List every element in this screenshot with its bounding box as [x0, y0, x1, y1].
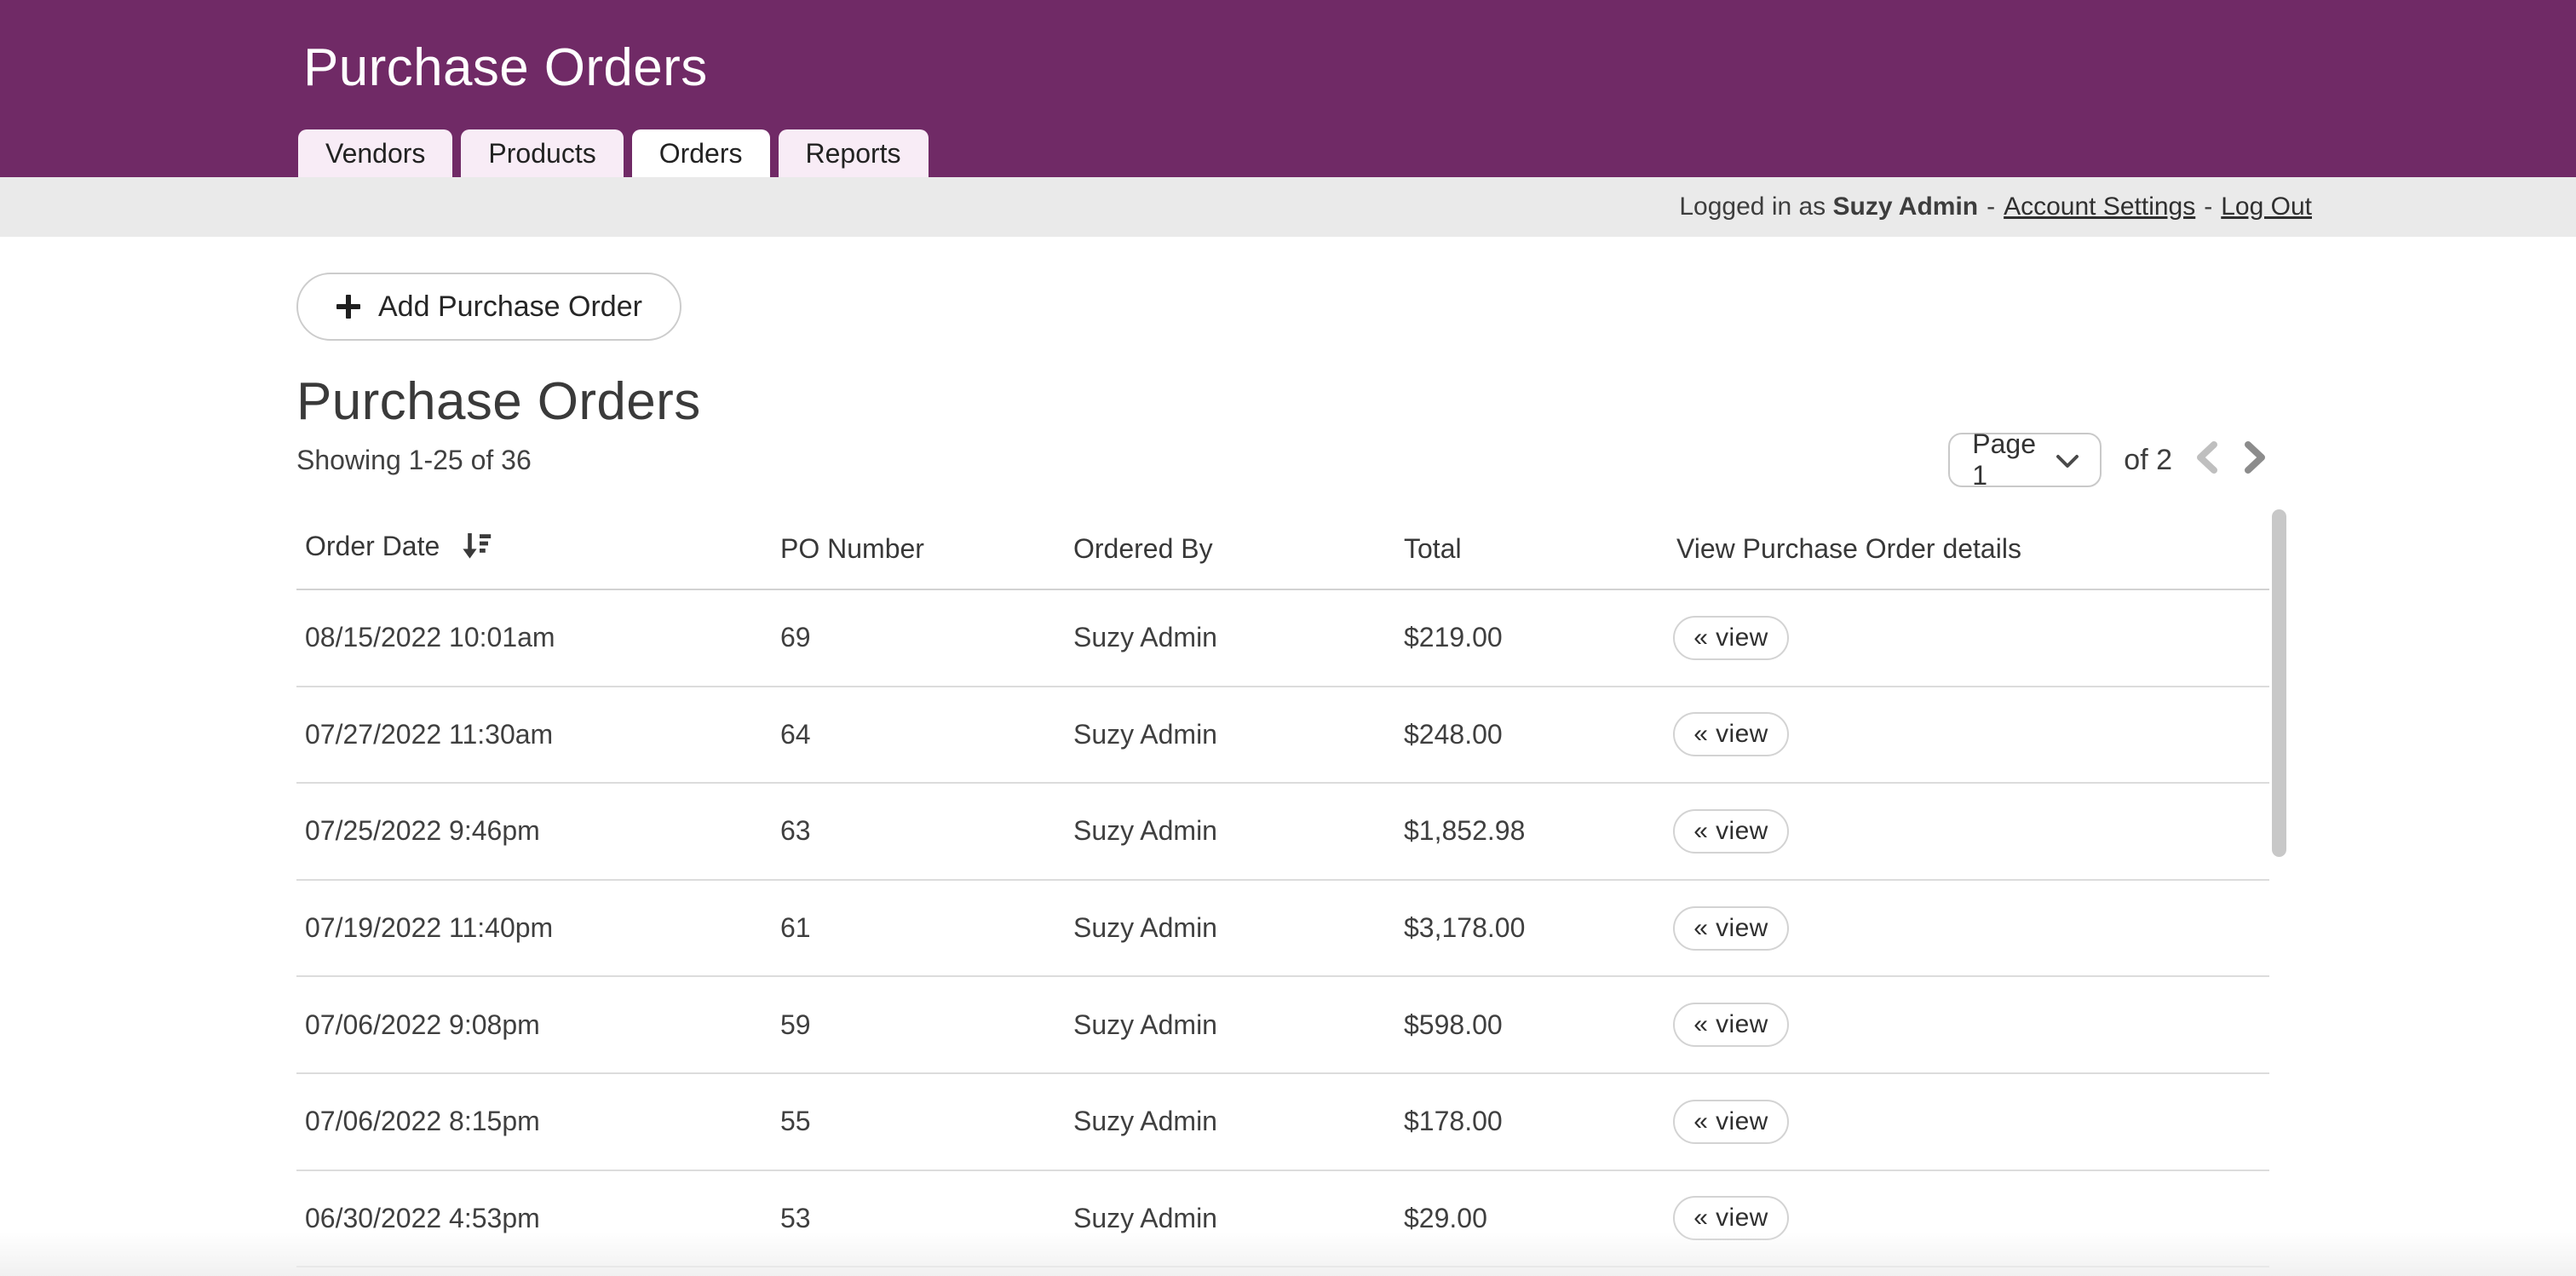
ordered-by-cell: Suzy Admin: [1065, 1170, 1395, 1268]
view-cell: « view: [1668, 976, 2269, 1074]
total-cell: $219.00: [1395, 589, 1668, 687]
table-row: 07/19/2022 11:40pm 61 Suzy Admin $3,178.…: [296, 879, 2269, 978]
session-user: Suzy Admin: [1832, 193, 1979, 221]
page-select-value: Page 1: [1972, 428, 2037, 491]
column-header-view-details: View Purchase Order details: [1668, 509, 2269, 590]
table-row: 08/15/2022 10:01am 69 Suzy Admin $219.00…: [296, 589, 2269, 687]
total-cell: $3,178.00: [1395, 879, 1668, 978]
order-date-cell: 07/06/2022 8:15pm: [296, 1072, 772, 1171]
log-out-link[interactable]: Log Out: [2221, 193, 2312, 221]
orders-table-container: Order Date PO Number Ordered By Tota: [296, 509, 2286, 1268]
view-cell: « view: [1668, 1170, 2269, 1268]
order-date-cell: 07/19/2022 11:40pm: [296, 879, 772, 978]
column-header-order-date[interactable]: Order Date: [296, 509, 772, 590]
chevron-down-icon: [2056, 445, 2079, 476]
pagination: Page 1 of 2: [1948, 428, 2286, 491]
chevron-right-icon: [2242, 440, 2268, 480]
orders-table-body: 08/15/2022 10:01am 69 Suzy Admin $219.00…: [296, 589, 2269, 1268]
order-date-cell: 08/15/2022 10:01am: [296, 589, 772, 687]
view-cell: « view: [1668, 686, 2269, 785]
view-cell: « view: [1668, 783, 2269, 881]
po-number-cell: 64: [772, 686, 1065, 785]
table-row: 06/30/2022 4:53pm 53 Suzy Admin $29.00 «…: [296, 1170, 2269, 1268]
order-date-cell: 06/30/2022 4:53pm: [296, 1170, 772, 1268]
account-settings-link[interactable]: Account Settings: [2004, 193, 2196, 221]
view-cell: « view: [1668, 879, 2269, 978]
total-cell: $248.00: [1395, 686, 1668, 785]
view-button[interactable]: « view: [1673, 712, 1789, 757]
app-title: Purchase Orders: [303, 38, 708, 97]
total-cell: $29.00: [1395, 1170, 1668, 1268]
page-select[interactable]: Page 1: [1948, 428, 2102, 491]
tab-orders[interactable]: Orders: [631, 129, 770, 177]
app-header: Purchase Orders Vendors Products Orders …: [0, 0, 2576, 177]
total-cell: $178.00: [1395, 1072, 1668, 1171]
po-number-cell: 59: [772, 976, 1065, 1074]
showing-count: Showing 1-25 of 36: [296, 444, 532, 475]
sort-descending-icon[interactable]: [455, 533, 492, 566]
table-row: 07/06/2022 8:15pm 55 Suzy Admin $178.00 …: [296, 1072, 2269, 1171]
table-row: 07/25/2022 9:46pm 63 Suzy Admin $1,852.9…: [296, 783, 2269, 881]
order-date-cell: 07/06/2022 9:08pm: [296, 976, 772, 1074]
view-cell: « view: [1668, 589, 2269, 687]
tab-reports[interactable]: Reports: [778, 129, 929, 177]
ordered-by-cell: Suzy Admin: [1065, 879, 1395, 978]
total-cell: $598.00: [1395, 976, 1668, 1074]
column-header-ordered-by: Ordered By: [1065, 509, 1395, 590]
plus-icon: [336, 294, 361, 319]
view-button[interactable]: « view: [1673, 1196, 1789, 1241]
column-header-total: Total: [1395, 509, 1668, 590]
table-row: 07/06/2022 9:08pm 59 Suzy Admin $598.00 …: [296, 976, 2269, 1074]
tab-vendors[interactable]: Vendors: [298, 129, 453, 177]
po-number-cell: 63: [772, 783, 1065, 881]
ordered-by-cell: Suzy Admin: [1065, 976, 1395, 1074]
ordered-by-cell: Suzy Admin: [1065, 1072, 1395, 1171]
table-row: 07/27/2022 11:30am 64 Suzy Admin $248.00…: [296, 686, 2269, 785]
ordered-by-cell: Suzy Admin: [1065, 589, 1395, 687]
chevron-left-icon: [2194, 440, 2220, 480]
view-button[interactable]: « view: [1673, 905, 1789, 951]
main-content: Add Purchase Order Purchase Orders Showi…: [296, 237, 2286, 1268]
po-number-cell: 69: [772, 589, 1065, 687]
view-button[interactable]: « view: [1673, 1003, 1789, 1048]
previous-page-button[interactable]: [2194, 440, 2220, 480]
view-button[interactable]: « view: [1673, 1099, 1789, 1144]
view-cell: « view: [1668, 1072, 2269, 1171]
list-controls: Showing 1-25 of 36 Page 1 of 2: [296, 428, 2286, 491]
next-page-button[interactable]: [2242, 440, 2268, 480]
table-header-row: Order Date PO Number Ordered By Tota: [296, 509, 2269, 590]
view-button[interactable]: « view: [1673, 615, 1789, 660]
ordered-by-cell: Suzy Admin: [1065, 783, 1395, 881]
add-purchase-order-label: Add Purchase Order: [378, 290, 642, 323]
orders-table: Order Date PO Number Ordered By Tota: [296, 509, 2269, 1268]
tab-products[interactable]: Products: [461, 129, 624, 177]
session-bar: Logged in as Suzy Admin - Account Settings…: [0, 177, 2576, 237]
total-cell: $1,852.98: [1395, 783, 1668, 881]
nav-tabs: Vendors Products Orders Reports: [298, 129, 929, 177]
po-number-cell: 53: [772, 1170, 1065, 1268]
add-purchase-order-button[interactable]: Add Purchase Order: [296, 273, 681, 341]
view-button[interactable]: « view: [1673, 808, 1789, 854]
separator: -: [1987, 193, 1996, 221]
separator: -: [2204, 193, 2213, 221]
po-number-cell: 55: [772, 1072, 1065, 1171]
po-number-cell: 61: [772, 879, 1065, 978]
session-prefix: Logged in as: [1679, 193, 1833, 221]
vertical-scrollbar-thumb[interactable]: [2272, 509, 2286, 857]
order-date-cell: 07/25/2022 9:46pm: [296, 783, 772, 881]
ordered-by-cell: Suzy Admin: [1065, 686, 1395, 785]
column-header-po-number: PO Number: [772, 509, 1065, 590]
page-of-label: of 2: [2124, 443, 2172, 476]
order-date-cell: 07/27/2022 11:30am: [296, 686, 772, 785]
page-title: Purchase Orders: [296, 372, 701, 431]
